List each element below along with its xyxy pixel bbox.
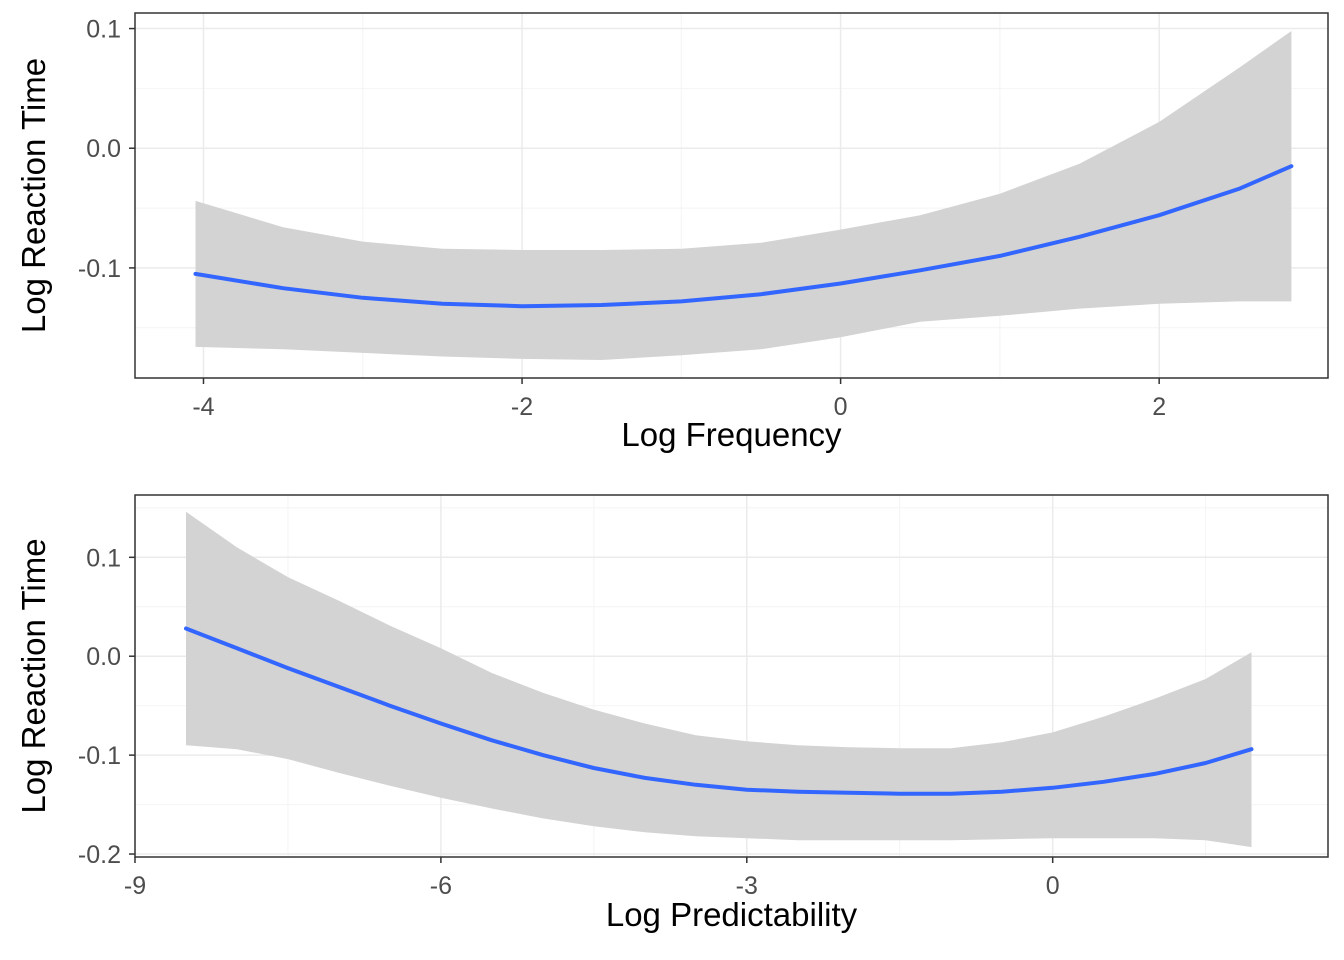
x-axis-title: Log Predictability [606, 896, 858, 933]
confidence-ribbon [195, 31, 1292, 360]
chart-panel-log-frequency: -4 -2 0 2 -0.1 0.0 0.1 Log Frequency Log Reactio… [15, 12, 1329, 453]
x-tick-label: -6 [430, 872, 452, 900]
x-tick-label: -2 [511, 393, 533, 421]
y-tick-label: 0.1 [86, 16, 121, 44]
y-tick-label: 0.0 [86, 135, 121, 163]
x-tick-label: 0 [834, 393, 848, 421]
confidence-ribbon [186, 511, 1252, 848]
y-axis-title: Log Reaction Time [15, 58, 52, 333]
x-tick-label: -9 [124, 872, 146, 900]
x-tick-label: -3 [736, 872, 758, 900]
y-axis-title: Log Reaction Time [15, 538, 52, 813]
x-tick-label: -4 [192, 393, 214, 421]
y-tick-label: 0.1 [86, 544, 121, 572]
y-tick-label: -0.2 [78, 841, 121, 869]
x-tick-label: 0 [1046, 872, 1060, 900]
chart-panel-log-predictability: -9 -6 -3 0 -0.2 -0.1 0.0 0.1 Log Predictability L… [15, 494, 1329, 933]
y-tick-label: -0.1 [78, 255, 121, 283]
smooth-line [193, 164, 1294, 309]
panel-border [134, 494, 1329, 858]
panel-border [134, 12, 1329, 379]
x-axis-title: Log Frequency [621, 416, 842, 453]
y-tick-label: -0.1 [78, 742, 121, 770]
y-tick-label: 0.0 [86, 643, 121, 671]
smooth-line [184, 626, 1254, 796]
x-tick-label: 2 [1152, 393, 1166, 421]
